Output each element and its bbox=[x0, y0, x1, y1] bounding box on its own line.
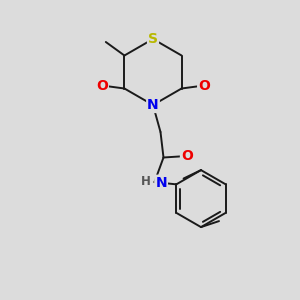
Text: O: O bbox=[198, 79, 210, 92]
Text: O: O bbox=[96, 79, 108, 92]
Text: N: N bbox=[147, 98, 159, 112]
Text: H: H bbox=[141, 175, 151, 188]
Text: N: N bbox=[155, 176, 167, 190]
Text: O: O bbox=[181, 149, 193, 163]
Text: S: S bbox=[148, 32, 158, 46]
